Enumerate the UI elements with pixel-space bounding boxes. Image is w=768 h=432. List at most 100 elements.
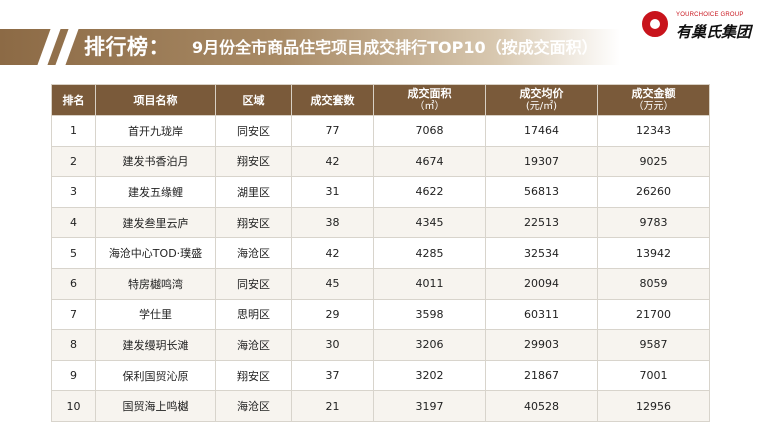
header-floor-area-unit: （㎡） xyxy=(414,101,445,112)
table-row: 4 建发叁里云庐 翔安区 38 4345 22513 9783 xyxy=(51,206,710,239)
cell-district: 海沧区 xyxy=(215,390,292,422)
cell-district: 湖里区 xyxy=(215,176,292,208)
cell-amount: 9783 xyxy=(597,206,710,239)
cell-units-sold: 30 xyxy=(291,329,374,361)
header-rank: 排名 xyxy=(51,84,96,116)
table-row: 9 保利国贸沁原 翔安区 37 3202 21867 7001 xyxy=(51,359,710,392)
table-row: 1 首开九珑岸 同安区 77 7068 17464 12343 xyxy=(51,115,710,147)
logo-english-text: YOURCHOICE GROUP xyxy=(676,12,744,18)
table-row: 3 建发五缘鲤 湖里区 31 4622 56813 26260 xyxy=(51,176,710,208)
cell-rank: 4 xyxy=(51,206,96,239)
cell-avg-price: 40528 xyxy=(485,390,598,422)
header-district: 区域 xyxy=(215,84,292,116)
cell-rank: 9 xyxy=(51,359,96,392)
cell-floor-area: 7068 xyxy=(373,115,486,147)
cell-avg-price: 17464 xyxy=(485,115,598,147)
cell-units-sold: 21 xyxy=(291,390,374,422)
cell-floor-area: 4622 xyxy=(373,176,486,208)
header-amount: 成交金额 （万元） xyxy=(597,84,710,116)
cell-avg-price: 21867 xyxy=(485,359,598,392)
header-units-sold: 成交套数 xyxy=(291,84,374,116)
cell-rank: 7 xyxy=(51,298,96,331)
cell-units-sold: 42 xyxy=(291,237,374,269)
cell-rank: 1 xyxy=(51,115,96,147)
table-row: 8 建发缦玥长滩 海沧区 30 3206 29903 9587 xyxy=(51,329,710,361)
header-avg-price-label: 成交均价 xyxy=(519,87,564,100)
ranking-table: 排名 项目名称 区域 成交套数 成交面积 （㎡） 成交均价 (元/㎡) 成交金额… xyxy=(51,84,710,422)
cell-amount: 8059 xyxy=(597,267,710,300)
cell-amount: 7001 xyxy=(597,359,710,392)
cell-avg-price: 32534 xyxy=(485,237,598,269)
company-logo: YOURCHOICE GROUP 有巢氏集团 xyxy=(642,8,762,42)
title-banner xyxy=(0,29,620,65)
cell-avg-price: 20094 xyxy=(485,267,598,300)
cell-avg-price: 60311 xyxy=(485,298,598,331)
table-row: 10 国贸海上鸣樾 海沧区 21 3197 40528 12956 xyxy=(51,390,710,422)
cell-project-name: 特房樾鸣湾 xyxy=(95,267,216,300)
cell-rank: 8 xyxy=(51,329,96,361)
cell-avg-price: 56813 xyxy=(485,176,598,208)
cell-amount: 26260 xyxy=(597,176,710,208)
header-avg-price-unit: (元/㎡) xyxy=(525,101,558,112)
cell-units-sold: 38 xyxy=(291,206,374,239)
header-floor-area: 成交面积 （㎡） xyxy=(373,84,486,116)
cell-floor-area: 4674 xyxy=(373,145,486,178)
cell-units-sold: 77 xyxy=(291,115,374,147)
cell-project-name: 国贸海上鸣樾 xyxy=(95,390,216,422)
cell-rank: 10 xyxy=(51,390,96,422)
cell-project-name: 建发缦玥长滩 xyxy=(95,329,216,361)
cell-district: 思明区 xyxy=(215,298,292,331)
page-subtitle: 9月份全市商品住宅项目成交排行TOP10（按成交面积） xyxy=(192,38,598,57)
cell-district: 翔安区 xyxy=(215,359,292,392)
cell-project-name: 保利国贸沁原 xyxy=(95,359,216,392)
cell-amount: 9025 xyxy=(597,145,710,178)
cell-floor-area: 4011 xyxy=(373,267,486,300)
cell-floor-area: 3598 xyxy=(373,298,486,331)
cell-units-sold: 45 xyxy=(291,267,374,300)
page-title: 排行榜： xyxy=(84,35,170,59)
cell-district: 同安区 xyxy=(215,115,292,147)
cell-avg-price: 19307 xyxy=(485,145,598,178)
cell-district: 同安区 xyxy=(215,267,292,300)
logo-mark-icon xyxy=(642,11,668,37)
cell-rank: 3 xyxy=(51,176,96,208)
table-header-row: 排名 项目名称 区域 成交套数 成交面积 （㎡） 成交均价 (元/㎡) 成交金额… xyxy=(51,84,710,116)
cell-units-sold: 31 xyxy=(291,176,374,208)
table-row: 6 特房樾鸣湾 同安区 45 4011 20094 8059 xyxy=(51,267,710,300)
table-row: 7 学仕里 思明区 29 3598 60311 21700 xyxy=(51,298,710,331)
cell-units-sold: 42 xyxy=(291,145,374,178)
cell-floor-area: 4285 xyxy=(373,237,486,269)
header-avg-price: 成交均价 (元/㎡) xyxy=(485,84,598,116)
table-body: 1 首开九珑岸 同安区 77 7068 17464 12343 2 建发书香泊月 翔安区 42 467… xyxy=(51,115,710,422)
cell-rank: 2 xyxy=(51,145,96,178)
cell-amount: 21700 xyxy=(597,298,710,331)
cell-amount: 9587 xyxy=(597,329,710,361)
cell-project-name: 首开九珑岸 xyxy=(95,115,216,147)
header-floor-area-label: 成交面积 xyxy=(407,87,452,100)
cell-project-name: 建发书香泊月 xyxy=(95,145,216,178)
cell-project-name: 建发五缘鲤 xyxy=(95,176,216,208)
cell-avg-price: 22513 xyxy=(485,206,598,239)
cell-floor-area: 3197 xyxy=(373,390,486,422)
cell-floor-area: 3202 xyxy=(373,359,486,392)
header-amount-label: 成交金额 xyxy=(631,87,676,100)
cell-district: 翔安区 xyxy=(215,145,292,178)
cell-units-sold: 29 xyxy=(291,298,374,331)
header-amount-unit: （万元） xyxy=(633,101,674,112)
cell-floor-area: 3206 xyxy=(373,329,486,361)
cell-project-name: 建发叁里云庐 xyxy=(95,206,216,239)
cell-amount: 13942 xyxy=(597,237,710,269)
cell-units-sold: 37 xyxy=(291,359,374,392)
cell-avg-price: 29903 xyxy=(485,329,598,361)
cell-district: 海沧区 xyxy=(215,329,292,361)
cell-amount: 12343 xyxy=(597,115,710,147)
table-row: 2 建发书香泊月 翔安区 42 4674 19307 9025 xyxy=(51,145,710,178)
cell-rank: 5 xyxy=(51,237,96,269)
banner-stripes-decoration xyxy=(37,29,80,65)
cell-project-name: 海沧中心TOD·璞盛 xyxy=(95,237,216,269)
cell-rank: 6 xyxy=(51,267,96,300)
cell-amount: 12956 xyxy=(597,390,710,422)
header-project-name: 项目名称 xyxy=(95,84,216,116)
banner-stripe xyxy=(55,29,79,65)
cell-district: 翔安区 xyxy=(215,206,292,239)
